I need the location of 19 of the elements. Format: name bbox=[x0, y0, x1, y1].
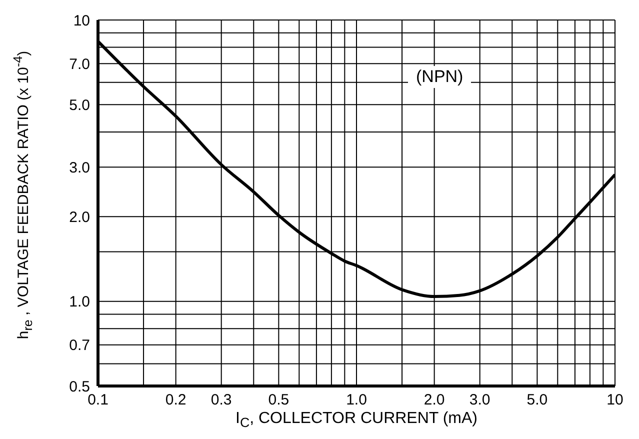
y-tick-label: 7.0 bbox=[69, 56, 90, 73]
x-tick-label: 2.0 bbox=[424, 392, 445, 409]
x-tick-label: 5.0 bbox=[526, 392, 548, 409]
annotation: (NPN) bbox=[408, 66, 472, 88]
y-tick-label: 0.7 bbox=[69, 337, 90, 354]
y-tick-label: 1.0 bbox=[69, 294, 90, 311]
x-tick-label: 10 bbox=[606, 392, 624, 409]
x-tick-label: 0.5 bbox=[268, 392, 290, 409]
x-tick-label: 0.2 bbox=[165, 392, 186, 409]
x-tick-label: 0.3 bbox=[210, 392, 232, 409]
y-tick-label: 10 bbox=[73, 12, 90, 30]
y-tick-label: 3.0 bbox=[69, 159, 90, 176]
x-tick-label: 0.1 bbox=[88, 392, 108, 409]
x-tick-label: 1.0 bbox=[346, 392, 367, 409]
x-tick-label: 3.0 bbox=[469, 392, 490, 409]
x-axis-title: I$_{C}$, COLLECTOR CURRENT (mA) bbox=[234, 410, 478, 430]
y-tick-label: 0.5 bbox=[69, 378, 90, 396]
y-tick-label: 2.0 bbox=[69, 208, 90, 226]
y-tick-label: 5.0 bbox=[69, 97, 90, 114]
